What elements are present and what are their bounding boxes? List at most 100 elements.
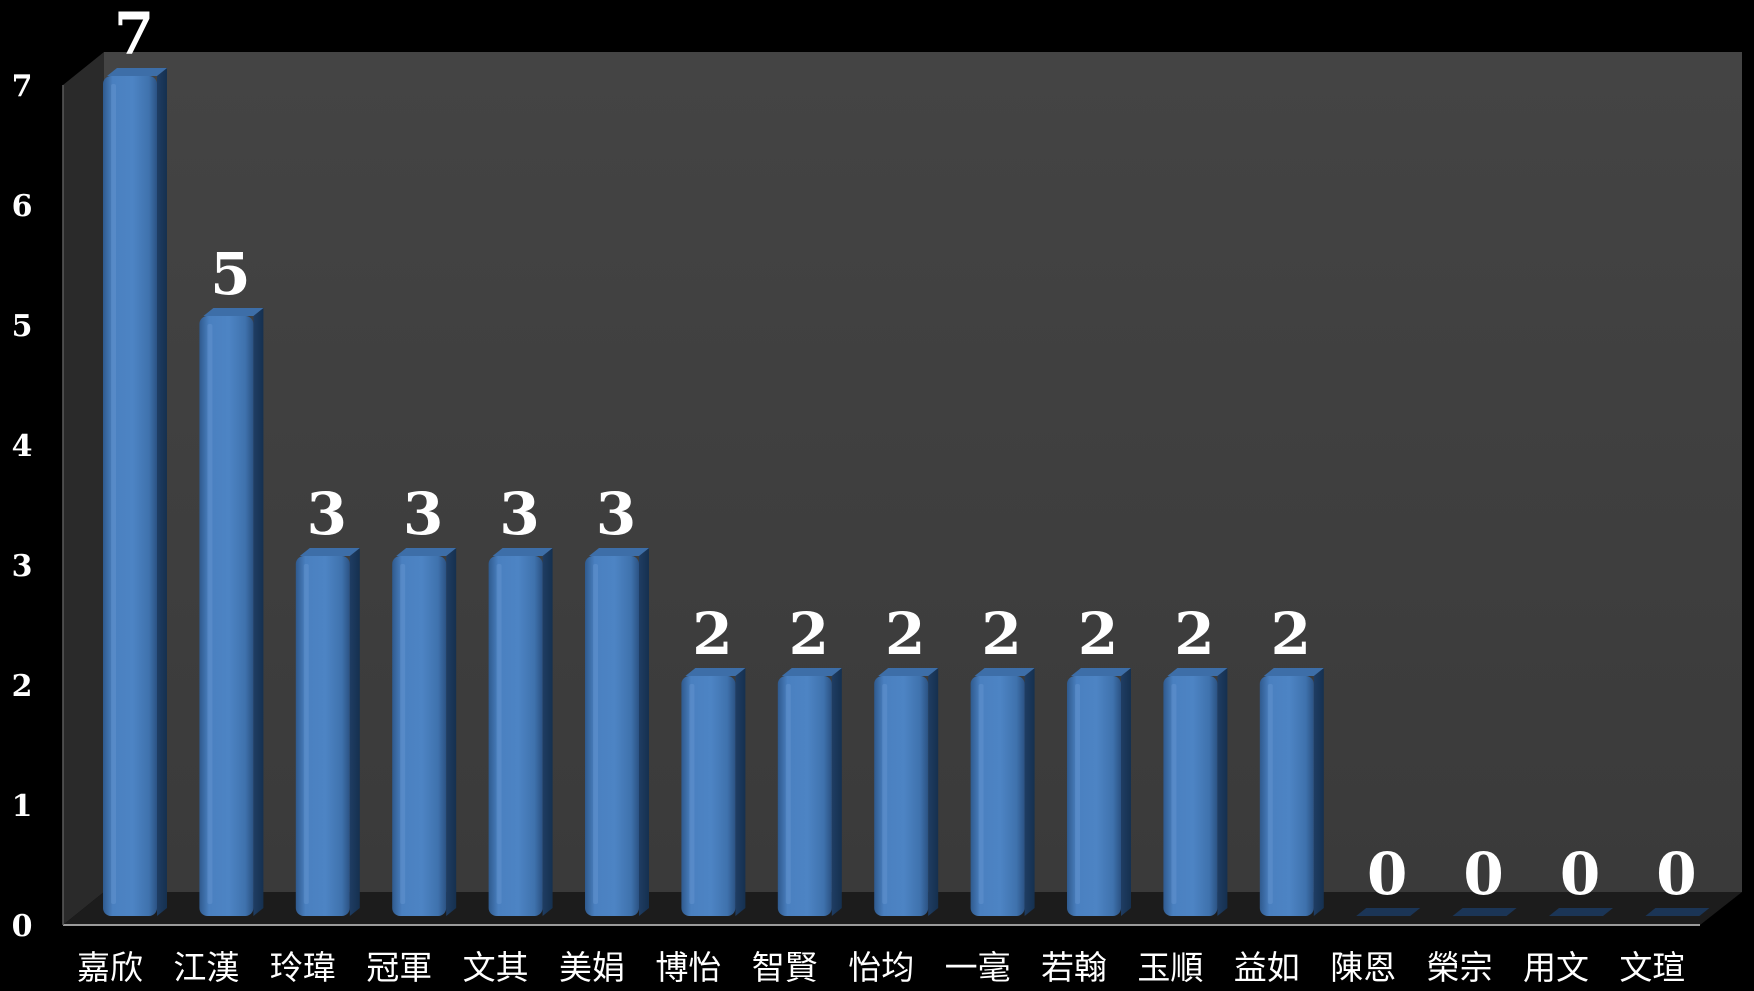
bars-group xyxy=(103,68,1710,916)
x-tick-label: 陳恩 xyxy=(1330,948,1396,987)
data-label: 0 xyxy=(1560,840,1600,908)
bar xyxy=(1645,908,1710,916)
bar xyxy=(970,668,1035,916)
bar-highlight xyxy=(593,564,598,904)
x-tick-label: 冠軍 xyxy=(366,948,432,987)
x-tick-label: 嘉欣 xyxy=(77,948,143,987)
bar-highlight xyxy=(785,684,791,904)
x-tick-label: 榮宗 xyxy=(1427,948,1493,987)
bar-side-face xyxy=(1024,668,1035,916)
bar-highlight xyxy=(1075,684,1080,904)
bar-highlight xyxy=(111,84,116,904)
bar-top-face xyxy=(299,548,360,556)
bar-top-face xyxy=(974,668,1035,676)
bar xyxy=(295,548,360,916)
y-axis: 0 1 2 3 4 5 6 7 xyxy=(12,69,33,944)
bar-top-face xyxy=(589,548,649,556)
bar-side-face xyxy=(157,68,167,916)
bar-top-face xyxy=(203,308,264,316)
y-tick-label: 5 xyxy=(12,309,33,344)
data-label: 5 xyxy=(210,240,250,308)
bar-side-face xyxy=(1121,668,1131,916)
bar xyxy=(1452,908,1517,916)
bar-side-face xyxy=(831,668,842,916)
bar-side-face xyxy=(1217,668,1228,916)
data-label: 0 xyxy=(1463,840,1503,908)
bar-top-face xyxy=(396,548,457,556)
bar-highlight xyxy=(400,564,406,904)
bar-side-face xyxy=(253,308,264,916)
bar-front-face xyxy=(103,76,157,916)
bar xyxy=(1259,668,1324,916)
x-axis: 嘉欣 江漢 玲瑋 冠軍 文其 美娟 博怡 智賢 怡均 一毫 若翰 玉順 益如 陳恩 榮宗 用文 文瑄 xyxy=(77,948,1685,987)
bar xyxy=(488,548,553,916)
y-tick-label: 6 xyxy=(12,189,33,224)
bar-side-face xyxy=(735,668,746,916)
bar xyxy=(874,668,939,916)
bar-top-face xyxy=(685,668,746,676)
bar xyxy=(1356,908,1421,916)
bar-front-face xyxy=(199,316,254,916)
data-label: 0 xyxy=(1656,840,1696,908)
data-label: 2 xyxy=(885,600,925,668)
x-tick-label: 若翰 xyxy=(1041,948,1107,987)
bar-top-face xyxy=(107,68,167,76)
data-label: 3 xyxy=(403,480,443,548)
bar xyxy=(1067,668,1131,916)
bar-highlight xyxy=(207,324,213,904)
bar-highlight xyxy=(303,564,309,904)
bar-side-face xyxy=(349,548,360,916)
bar-zero-face xyxy=(1356,908,1421,916)
bar-front-face xyxy=(585,556,639,916)
y-tick-label: 1 xyxy=(12,789,33,824)
x-tick-label: 文其 xyxy=(463,948,529,987)
bar-top-face xyxy=(878,668,939,676)
bar-highlight xyxy=(1171,684,1177,904)
data-label: 0 xyxy=(1367,840,1407,908)
bar-front-face xyxy=(392,556,447,916)
data-label: 3 xyxy=(499,480,539,548)
bar-highlight xyxy=(978,684,984,904)
bar-highlight xyxy=(496,564,502,904)
bar-side-face xyxy=(542,548,553,916)
bar xyxy=(392,548,457,916)
x-tick-label: 用文 xyxy=(1523,948,1589,987)
data-label: 2 xyxy=(692,600,732,668)
y-tick-label: 7 xyxy=(12,69,33,104)
data-label: 2 xyxy=(1078,600,1118,668)
y-tick-label: 3 xyxy=(12,549,33,584)
data-labels-group: 753 3 3 32 2 2 2 2 2 20 0 0 0 xyxy=(114,0,1697,908)
bar xyxy=(681,668,746,916)
bar-zero-face xyxy=(1452,908,1517,916)
bar-highlight xyxy=(882,684,888,904)
bar-side-face xyxy=(928,668,939,916)
bar-front-face xyxy=(295,556,350,916)
plot-side-wall xyxy=(63,52,104,925)
x-tick-label: 玲瑋 xyxy=(270,948,336,987)
x-tick-label: 益如 xyxy=(1234,948,1300,987)
data-label: 7 xyxy=(114,0,154,68)
bar-front-face xyxy=(681,676,736,916)
data-label: 2 xyxy=(981,600,1021,668)
bar-front-face xyxy=(1163,676,1218,916)
bar-front-face xyxy=(1067,676,1121,916)
bar-front-face xyxy=(777,676,832,916)
bar-front-face xyxy=(970,676,1025,916)
bar-side-face xyxy=(639,548,649,916)
bar xyxy=(1549,908,1613,916)
bar xyxy=(585,548,649,916)
data-label: 3 xyxy=(307,480,347,548)
bar-side-face xyxy=(1313,668,1324,916)
bar-top-face xyxy=(781,668,842,676)
bar-top-face xyxy=(492,548,553,556)
bar-highlight xyxy=(689,684,695,904)
bar xyxy=(777,668,842,916)
bar-top-face xyxy=(1071,668,1131,676)
bar xyxy=(199,308,264,916)
data-label: 2 xyxy=(1271,600,1311,668)
bar-highlight xyxy=(1267,684,1273,904)
bar-top-face xyxy=(1263,668,1324,676)
x-tick-label: 美娟 xyxy=(559,948,625,987)
x-tick-label: 博怡 xyxy=(655,948,721,987)
